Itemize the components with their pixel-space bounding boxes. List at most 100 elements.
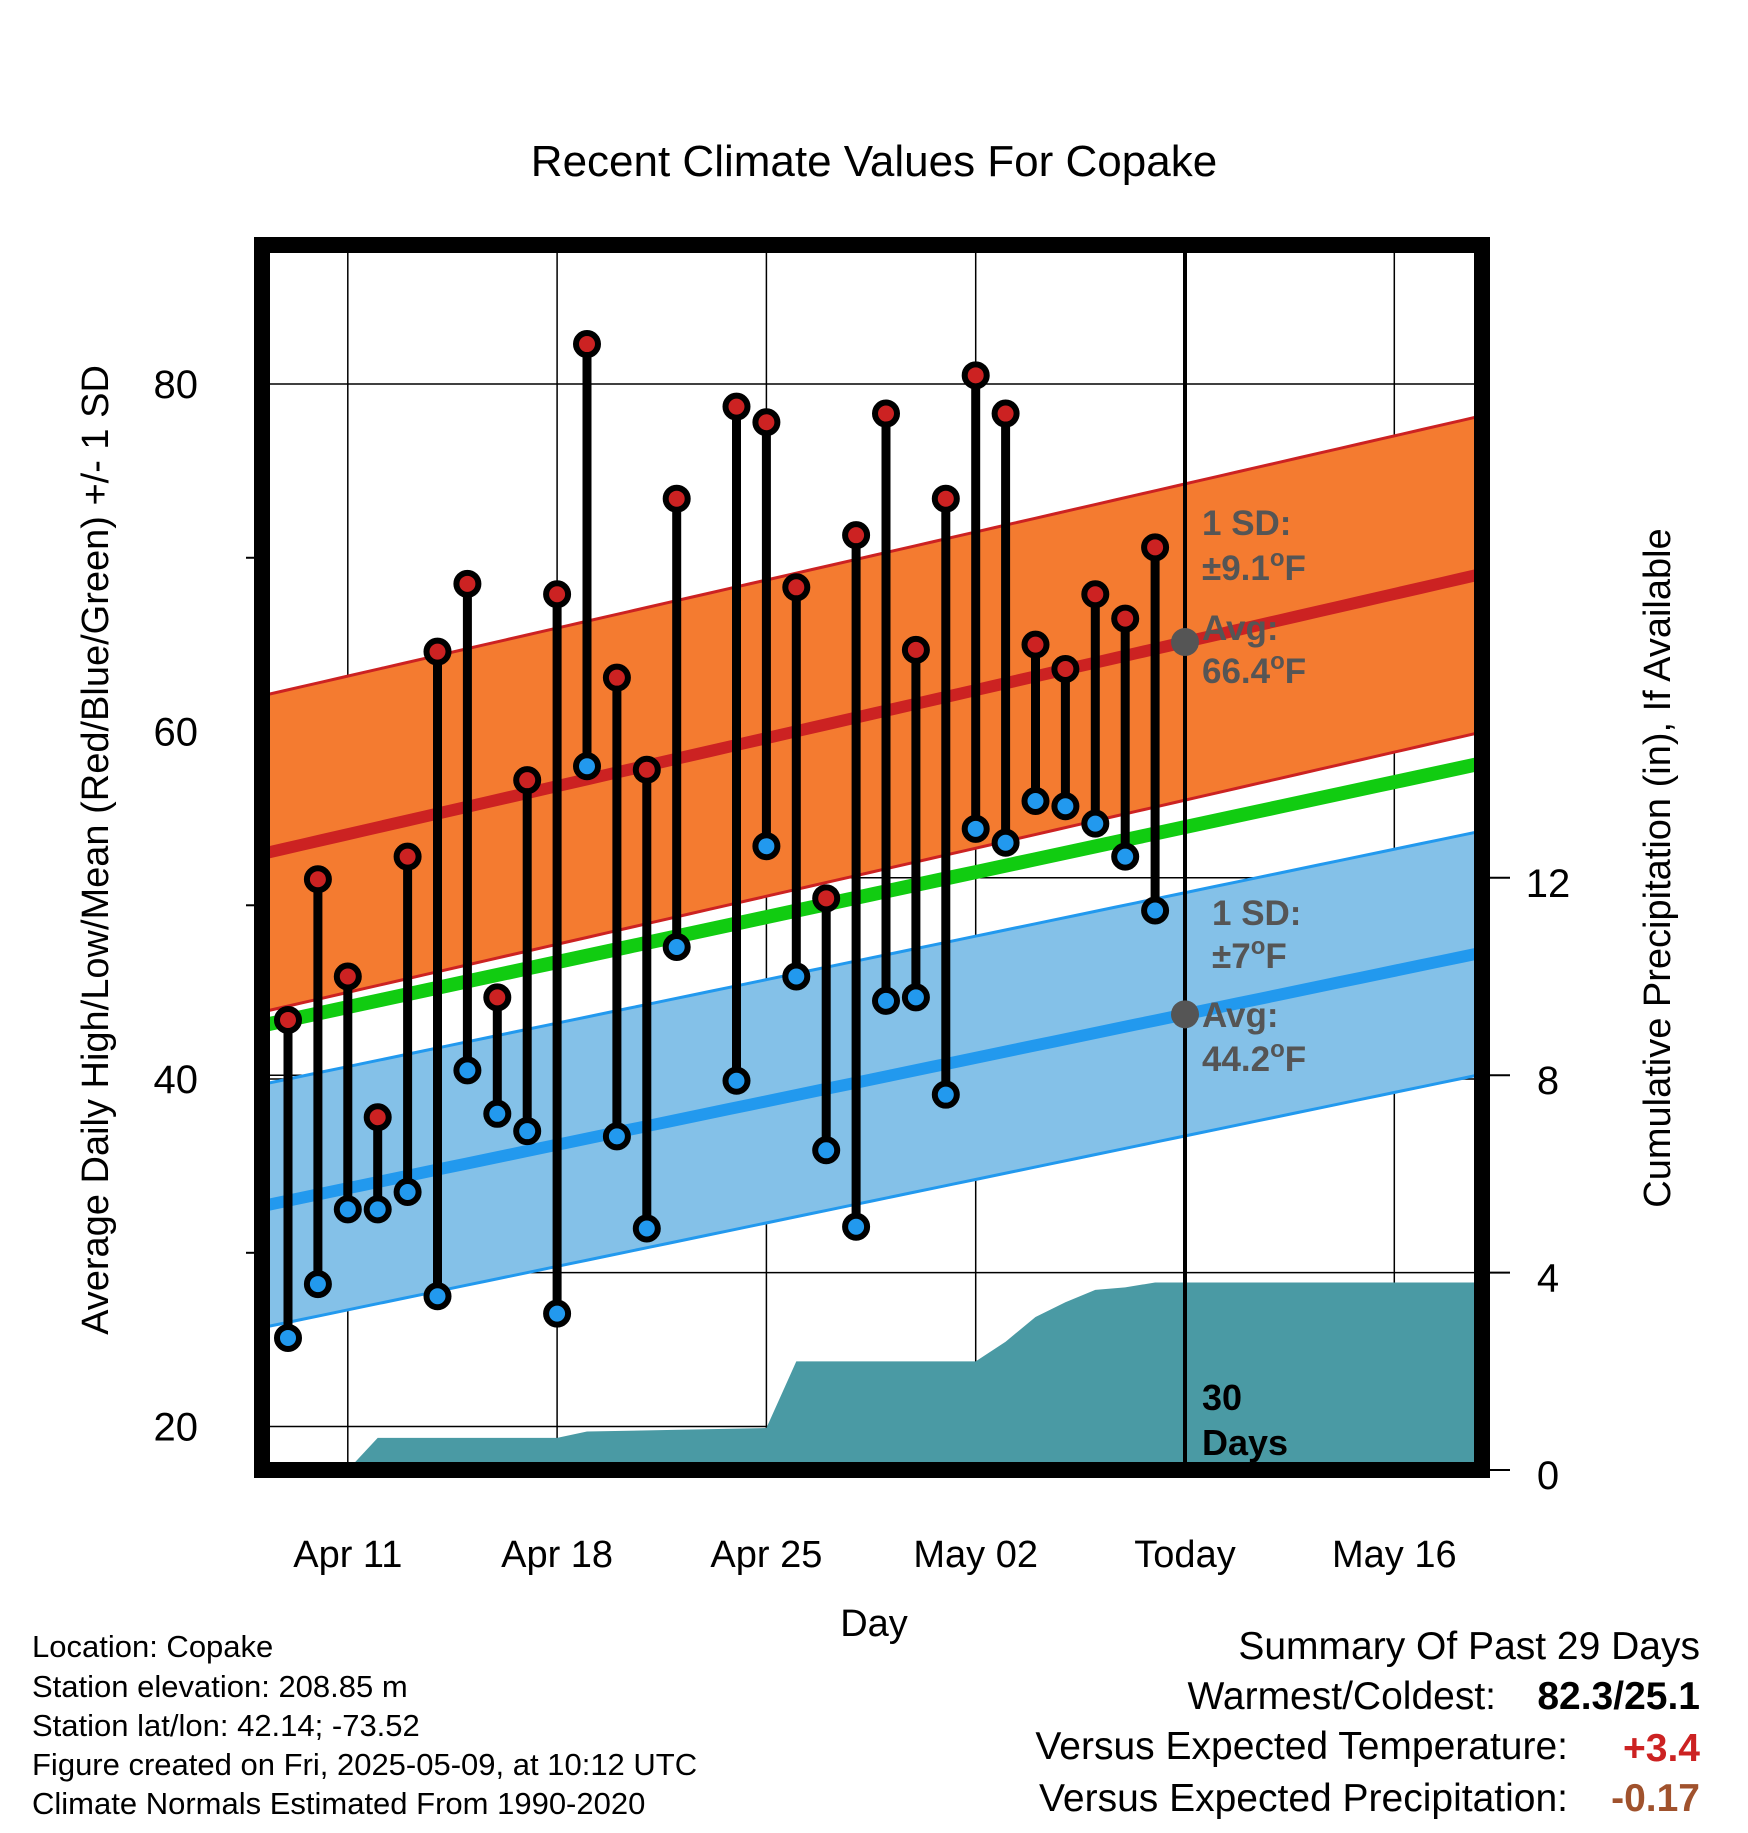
today-low-avg-marker — [1171, 1000, 1199, 1029]
y2-tick-label: 4 — [1537, 1257, 1559, 1301]
summary-panel: Summary Of Past 29 Days Warmest/Coldest:… — [1035, 1625, 1700, 1820]
low-sd-value: ±7oF — [1212, 933, 1287, 976]
summary-title: Summary Of Past 29 Days — [1238, 1625, 1700, 1668]
summary-temp-value: +3.4 — [1623, 1727, 1700, 1770]
degree-sup: o — [1251, 933, 1266, 960]
info-latlon: Station lat/lon: 42.14; -73.52 — [32, 1708, 420, 1743]
chart-title: Recent Climate Values For Copake — [531, 137, 1217, 186]
low-point — [931, 1080, 960, 1109]
low-point — [722, 1066, 751, 1095]
high-point — [961, 361, 990, 390]
high-point — [543, 580, 572, 609]
low-point — [1051, 792, 1080, 821]
high-point — [274, 1005, 302, 1034]
info-location: Location: Copake — [32, 1629, 273, 1664]
low-point — [1081, 809, 1110, 838]
high-point — [483, 983, 512, 1012]
y-tick-label: 40 — [154, 1058, 199, 1102]
low-sd-label: 1 SD: — [1212, 894, 1301, 933]
low-point — [274, 1323, 302, 1352]
high-point — [1081, 580, 1110, 609]
high-point — [931, 484, 960, 513]
low-point — [752, 832, 781, 861]
low-point — [872, 986, 900, 1015]
low-point — [513, 1117, 542, 1146]
high-avg-value: 66.4oF — [1202, 648, 1306, 691]
degree-sup: o — [1270, 648, 1285, 675]
low-sd-lower-line — [262, 1072, 1482, 1330]
y2-tick-label: 0 — [1537, 1454, 1559, 1498]
info-normals: Climate Normals Estimated From 1990-2020 — [32, 1786, 645, 1821]
high-sd-label: 1 SD: — [1202, 504, 1291, 543]
low-avg-label: Avg: — [1202, 996, 1278, 1035]
low-point — [602, 1122, 631, 1151]
info-created: Figure created on Fri, 2025-05-09, at 10… — [32, 1747, 697, 1782]
high-point — [602, 663, 631, 692]
high-point — [991, 399, 1020, 428]
high-sd-value: ±9.1oF — [1202, 545, 1306, 588]
low-point — [812, 1136, 841, 1165]
station-info: Location: Copake Station elevation: 208.… — [32, 1629, 697, 1821]
unit-f: F — [1285, 652, 1306, 691]
low-point — [303, 1270, 332, 1299]
x-tick-label: Today — [1134, 1534, 1235, 1576]
high-point — [513, 766, 542, 795]
y2-tick-label: 8 — [1537, 1059, 1559, 1103]
x-axis-label: Day — [840, 1603, 908, 1645]
low-point — [423, 1282, 452, 1311]
high-avg-value-value: 66.4 — [1202, 652, 1271, 691]
info-elevation: Station elevation: 208.85 m — [32, 1669, 408, 1704]
high-point — [901, 635, 930, 664]
x-tick-label: May 16 — [1332, 1534, 1457, 1576]
high-point — [752, 408, 781, 437]
low-point — [842, 1212, 871, 1241]
precip-area — [288, 1282, 1482, 1470]
low-point — [632, 1214, 661, 1243]
today-high-avg-marker — [1171, 628, 1199, 657]
x-tick-label: Apr 11 — [293, 1534, 402, 1576]
y2-tick-label: 12 — [1526, 862, 1571, 906]
low-point — [1111, 842, 1140, 871]
high-point — [453, 569, 482, 598]
high-point — [632, 755, 661, 784]
degree-sup: o — [1270, 1036, 1285, 1063]
low-point — [543, 1299, 572, 1328]
low-point — [662, 932, 691, 961]
summary-precip-label: Versus Expected Precipitation: — [1039, 1777, 1568, 1820]
high-point — [1051, 654, 1080, 683]
low-point — [333, 1195, 362, 1224]
summary-precip-value: -0.17 — [1611, 1777, 1700, 1820]
high-point — [573, 330, 601, 359]
high-point — [363, 1103, 392, 1132]
low-point — [782, 962, 811, 991]
low-point — [1141, 896, 1170, 925]
high-point — [1021, 630, 1050, 659]
high-point — [333, 962, 362, 991]
high-point — [303, 865, 332, 894]
high-point — [722, 392, 751, 421]
low-point — [393, 1177, 422, 1206]
y-tick-label: 60 — [154, 711, 199, 755]
degree-sup: o — [1270, 545, 1285, 572]
summary-warm-cold-label: Warmest/Coldest: — [1188, 1675, 1496, 1718]
plot-clip-group — [262, 245, 1482, 1470]
low-point — [363, 1195, 392, 1224]
summary-temp-label: Versus Expected Temperature: — [1035, 1725, 1568, 1768]
summary-warm-cold-value: 82.3/25.1 — [1537, 1675, 1700, 1718]
unit-f: F — [1265, 937, 1286, 976]
high-sd-value-value: ±9.1 — [1202, 549, 1270, 588]
y-tick-label: 20 — [154, 1406, 199, 1450]
low-point — [991, 828, 1020, 857]
high-point — [393, 842, 422, 871]
x-tick-label: May 02 — [913, 1534, 1038, 1576]
low-point — [483, 1099, 512, 1128]
high-point — [662, 484, 691, 513]
high-point — [1111, 604, 1140, 633]
y2-axis-label: Cumulative Precipitation (in), If Availa… — [1637, 528, 1679, 1207]
x-tick-label: Apr 25 — [710, 1534, 822, 1576]
